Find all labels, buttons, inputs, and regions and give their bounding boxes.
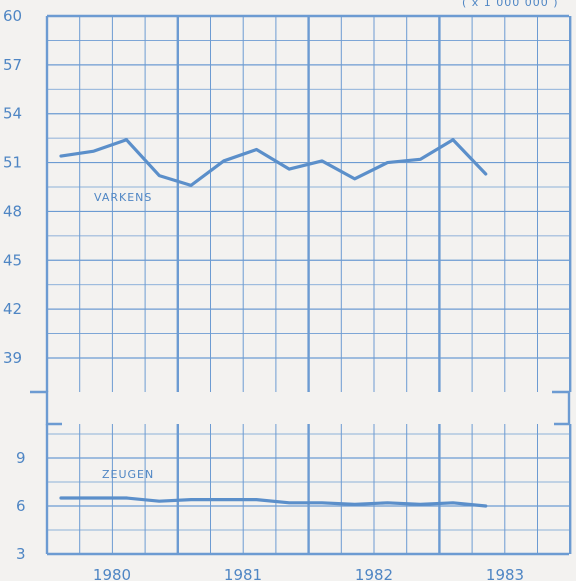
series-lines (59, 138, 488, 508)
y-tick-label: 6 (16, 497, 26, 515)
series-line-zeugen (59, 496, 488, 508)
unit-note: ( x 1 000 000 ) (462, 0, 559, 9)
y-tick-label: 57 (3, 56, 22, 74)
series-label-varkens: VARKENS (94, 191, 152, 204)
series-line-varkens (59, 138, 488, 187)
y-tick-label: 48 (3, 202, 22, 220)
y-tick-label: 54 (3, 105, 22, 123)
series-label-zeugen: ZEUGEN (102, 468, 154, 481)
tick-labels: 39 42 45 48 51 54 57 60 3 6 9 1980 1981 1982 1983 (3, 7, 524, 581)
x-tick-label: 1980 (93, 566, 131, 581)
axis-break-marks (30, 390, 571, 426)
y-tick-label: 3 (16, 545, 26, 563)
y-tick-label: 9 (16, 449, 26, 467)
x-tick-label: 1983 (486, 566, 524, 581)
y-tick-label: 42 (3, 300, 22, 318)
y-tick-label: 60 (3, 7, 22, 25)
x-tick-label: 1981 (224, 566, 262, 581)
y-tick-label: 39 (3, 349, 22, 367)
y-tick-label: 51 (3, 154, 22, 172)
x-tick-label: 1982 (355, 566, 393, 581)
upper-panel-grid (45, 14, 572, 392)
y-tick-label: 45 (3, 251, 22, 269)
axis-break-left (30, 390, 62, 426)
axis-break-right (552, 390, 571, 426)
lower-panel-grid (45, 424, 572, 556)
